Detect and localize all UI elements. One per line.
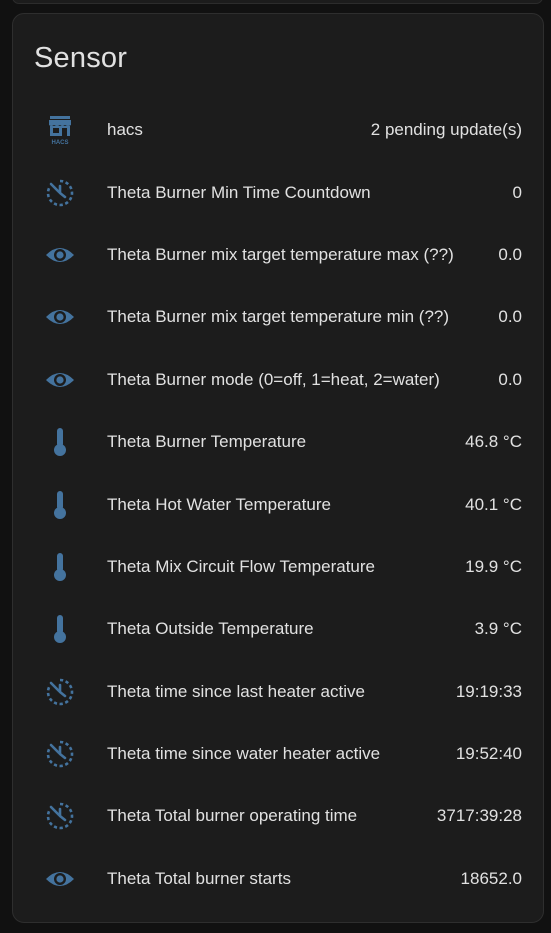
sensor-name: Theta Burner Temperature xyxy=(107,432,307,452)
eye-icon xyxy=(45,240,75,270)
eye-icon xyxy=(45,365,75,395)
timer-icon xyxy=(45,801,75,831)
sensor-row[interactable]: Theta Mix Circuit Flow Temperature 19.9 °… xyxy=(13,536,543,598)
eye-icon xyxy=(45,302,75,332)
timer-icon xyxy=(45,677,75,707)
sensor-name: Theta Hot Water Temperature xyxy=(107,494,331,514)
sensor-name: hacs xyxy=(107,120,143,140)
sensor-value: 3717:39:28 xyxy=(436,806,522,826)
sensor-name: Theta Burner Min Time Countdown xyxy=(107,182,371,202)
sensor-value: 18652.0 xyxy=(460,868,522,888)
sensor-value: 19:19:33 xyxy=(455,681,522,701)
sensor-value: 46.8 °C xyxy=(465,432,522,452)
sensor-name: Theta Total burner operating time xyxy=(107,806,358,826)
sensor-row[interactable]: Theta Total burner operating time 3717:39… xyxy=(13,785,543,847)
sensor-row[interactable]: Theta Burner Temperature 46.8 °C xyxy=(13,411,543,473)
sensor-name: Theta Mix Circuit Flow Temperature xyxy=(107,556,375,576)
sensor-value: 3.9 °C xyxy=(474,619,522,639)
timer-icon xyxy=(45,178,75,208)
card-title: Sensor xyxy=(34,42,128,74)
sensor-value: 19:52:40 xyxy=(455,744,522,764)
sensor-row[interactable]: Theta time since last heater active 19:19… xyxy=(13,661,543,723)
sensor-row[interactable]: Theta Burner Min Time Countdown 0 xyxy=(13,161,543,223)
thermometer-icon xyxy=(45,490,75,520)
sensor-row[interactable]: HACS hacs 2 pending update(s) xyxy=(13,99,543,161)
timer-icon xyxy=(45,739,75,769)
svg-text:HACS: HACS xyxy=(51,140,68,145)
sensor-list: HACS hacs 2 pending update(s) Theta Burne… xyxy=(13,99,543,910)
hacs-icon: HACS xyxy=(45,115,75,145)
eye-icon xyxy=(45,864,75,894)
sensor-value: 2 pending update(s) xyxy=(370,120,522,140)
sensor-value: 0.0 xyxy=(498,244,522,264)
sensor-value: 40.1 °C xyxy=(465,494,522,514)
sensor-row[interactable]: Theta Hot Water Temperature 40.1 °C xyxy=(13,473,543,535)
previous-card-edge xyxy=(12,0,543,4)
sensor-name: Theta Outside Temperature xyxy=(107,619,314,639)
sensor-name: Theta time since last heater active xyxy=(107,681,365,701)
sensor-row[interactable]: Theta time since water heater active 19:5… xyxy=(13,723,543,785)
sensor-name: Theta time since water heater active xyxy=(107,744,381,764)
sensor-name: Theta Burner mix target temperature min … xyxy=(107,307,450,327)
sensor-name: Theta Total burner starts xyxy=(107,868,291,888)
thermometer-icon xyxy=(45,552,75,582)
thermometer-icon xyxy=(45,427,75,457)
sensor-row[interactable]: Theta Burner mix target temperature max … xyxy=(13,224,543,286)
sensor-row[interactable]: Theta Total burner starts 18652.0 xyxy=(13,848,543,910)
thermometer-icon xyxy=(45,614,75,644)
sensor-row[interactable]: Theta Burner mode (0=off, 1=heat, 2=wate… xyxy=(13,349,543,411)
sensor-name: Theta Burner mode (0=off, 1=heat, 2=wate… xyxy=(107,369,440,389)
sensor-value: 0 xyxy=(512,182,522,202)
sensor-card: Sensor HACS hacs 2 pending update(s) Thet… xyxy=(12,13,544,923)
sensor-row[interactable]: Theta Outside Temperature 3.9 °C xyxy=(13,598,543,660)
sensor-row[interactable]: Theta Burner mix target temperature min … xyxy=(13,286,543,348)
sensor-value: 0.0 xyxy=(498,307,522,327)
sensor-value: 0.0 xyxy=(498,369,522,389)
sensor-value: 19.9 °C xyxy=(465,556,522,576)
sensor-name: Theta Burner mix target temperature max … xyxy=(107,244,454,264)
